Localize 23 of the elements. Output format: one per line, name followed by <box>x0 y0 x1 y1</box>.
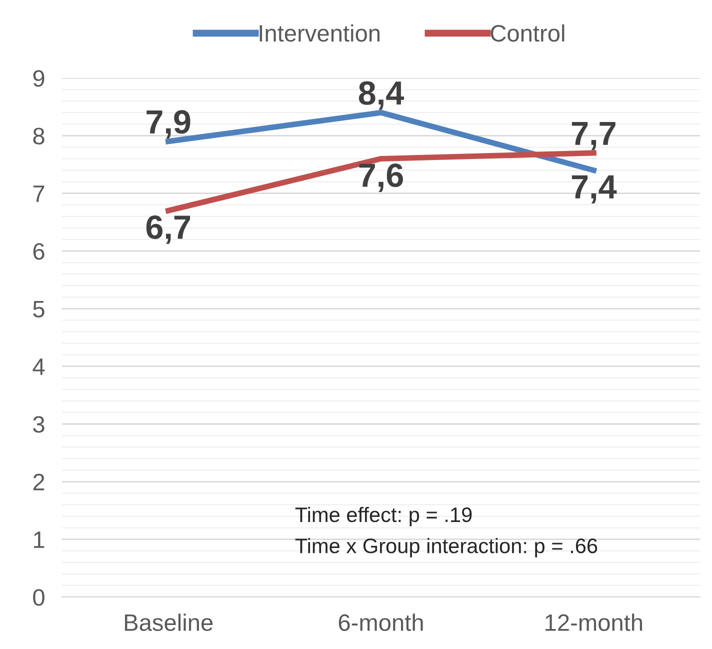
x-tick-label: 12-month <box>546 614 642 632</box>
legend-label: Control <box>490 24 564 42</box>
x-tick-label: 6-month <box>338 614 423 632</box>
legend-label: Intervention <box>260 24 380 42</box>
y-tick-label: 7 <box>33 186 44 202</box>
data-label: 7,4 <box>572 175 617 204</box>
data-label: 7,9 <box>146 110 190 139</box>
y-tick-label: 0 <box>33 589 44 606</box>
annotation: Time effect: p = .19 <box>295 506 472 526</box>
data-label: 8,4 <box>358 81 404 110</box>
y-tick-label: 5 <box>33 300 44 318</box>
data-label: 7,6 <box>359 164 403 192</box>
data-label: 7,7 <box>572 122 616 150</box>
y-tick-label: 1 <box>34 532 44 548</box>
data-label: 6,7 <box>146 215 190 244</box>
y-tick-label: 4 <box>32 358 45 375</box>
y-tick-label: 6 <box>33 243 44 260</box>
y-tick-label: 8 <box>33 128 44 144</box>
annotation: Time x Group interaction: p = .66 <box>295 538 598 558</box>
y-tick-label: 2 <box>33 474 44 490</box>
y-tick-label: 3 <box>33 416 44 433</box>
x-tick-label: Baseline <box>124 614 213 632</box>
y-tick-label: 9 <box>33 70 44 87</box>
